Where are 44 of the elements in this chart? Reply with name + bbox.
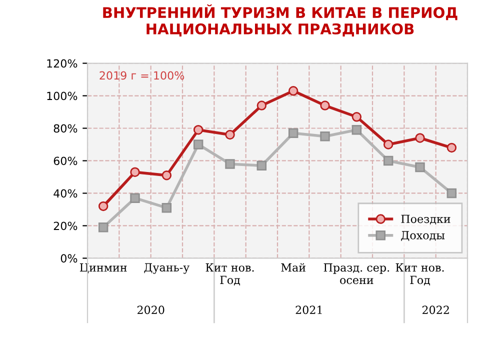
point: [193, 125, 204, 135]
point: [98, 201, 108, 212]
point: [320, 100, 330, 110]
point: [162, 170, 172, 180]
point: [288, 128, 298, 138]
y-tick-label: 80%: [54, 124, 78, 133]
y-tick-label: 60%: [54, 156, 78, 166]
point: [225, 159, 235, 169]
x-tick-label: Кит нов. Год: [206, 263, 254, 286]
point: [162, 202, 172, 213]
x-tick-label: Май: [281, 263, 306, 272]
point: [383, 140, 394, 150]
point: [446, 142, 457, 153]
y-tick-label: 120%: [47, 59, 78, 68]
point: [98, 222, 108, 232]
annotation: 2019 г = 100%: [100, 71, 184, 80]
point: [352, 125, 362, 135]
point: [130, 193, 140, 203]
legend-label: Доходы: [401, 231, 445, 241]
point: [446, 188, 457, 198]
point: [130, 167, 140, 177]
point: [383, 156, 394, 166]
text: 2022: [422, 306, 449, 314]
x-tick-label: Цинмин: [80, 263, 127, 274]
legend-label: Поездки: [401, 214, 450, 224]
point: [256, 100, 267, 110]
y-tick-label: 40%: [54, 189, 78, 198]
y-tick-label: 100%: [47, 92, 78, 100]
point: [320, 132, 330, 142]
x-tick-label: Кит нов. Год: [396, 263, 444, 286]
point: [225, 130, 235, 140]
point: [415, 162, 425, 172]
y-tick-label: 20%: [54, 222, 78, 230]
point: [415, 133, 425, 143]
point: [193, 140, 204, 150]
point: [352, 112, 362, 122]
point: [288, 86, 298, 96]
chart-title: ВНУТРЕННИЙ ТУРИЗМ В КИТАЕ В ПЕРИОД НАЦИОНАЛЬНЫХ ПРАЗДНИКОВ: [103, 4, 458, 36]
point: [256, 160, 267, 170]
x-tick-label: Празд. сер. осени: [324, 263, 390, 284]
text: 2021: [296, 306, 322, 314]
text: 2020: [137, 306, 164, 314]
y-tick-label: 0%: [60, 254, 78, 263]
x-tick-label: Дуань-у: [144, 263, 190, 274]
